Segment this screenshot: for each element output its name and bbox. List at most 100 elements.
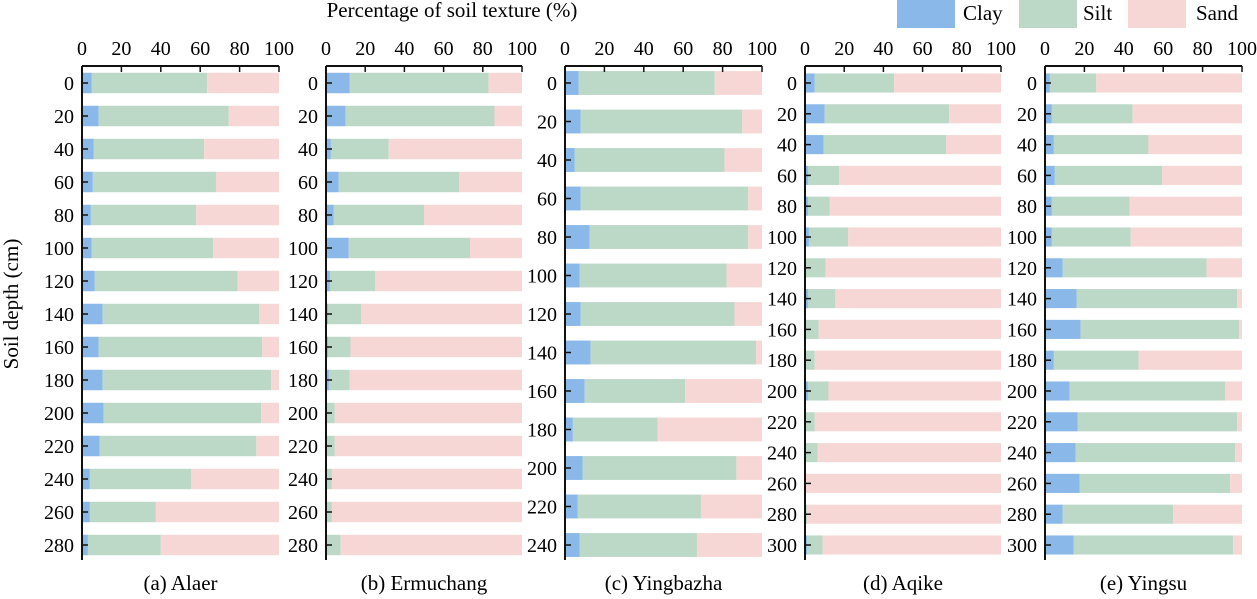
bar-sand: [349, 369, 522, 391]
bar-clay: [1045, 289, 1077, 309]
bar-silt: [580, 186, 749, 211]
bar-clay: [565, 533, 580, 557]
y-tick-label: 100: [527, 266, 557, 288]
bar-sand: [946, 135, 1001, 155]
bar-silt: [582, 456, 737, 480]
bar-sand: [256, 435, 279, 457]
bar-silt: [348, 237, 471, 259]
x-tick-label: 100: [264, 38, 294, 60]
y-tick-label: 0: [308, 73, 318, 95]
x-tick-label: 100: [747, 38, 777, 60]
bar-sand: [734, 302, 762, 326]
bar-silt: [103, 402, 262, 424]
bar-clay: [565, 494, 578, 519]
bar-silt: [90, 204, 197, 226]
y-tick-label: 0: [64, 73, 74, 95]
bar-silt: [1075, 443, 1236, 463]
y-tick-label: 60: [537, 189, 557, 211]
y-tick-label: 220: [767, 412, 797, 434]
panel-label: (a) Alaer: [143, 571, 217, 595]
y-tick-label: 120: [288, 271, 318, 293]
bar-silt: [807, 381, 829, 401]
bar-silt: [824, 104, 950, 124]
bar-clay: [82, 435, 100, 457]
bar-silt: [1049, 73, 1097, 93]
x-tick-label: 40: [1114, 38, 1134, 60]
y-tick-label: 40: [54, 139, 74, 161]
y-tick-label: 20: [1017, 104, 1037, 126]
bar-silt: [1054, 165, 1163, 185]
bar-sand: [828, 381, 1001, 401]
bar-clay: [805, 104, 825, 124]
bar-sand: [1233, 535, 1242, 555]
bar-sand: [814, 412, 1001, 432]
bar-silt: [1053, 350, 1139, 370]
bar-silt: [807, 196, 830, 216]
y-tick-label: 120: [44, 271, 74, 293]
bar-sand: [1096, 73, 1242, 93]
panels: 0204060801001201401601802002202402602800…: [44, 38, 1257, 595]
y-tick-label: 180: [527, 420, 557, 442]
y-tick-label: 240: [44, 469, 74, 491]
bar-clay: [565, 186, 581, 211]
bar-silt: [590, 340, 757, 365]
y-tick-label: 260: [1007, 473, 1037, 495]
x-tick-label: 100: [507, 38, 537, 60]
bar-silt: [808, 227, 849, 247]
bar-silt: [805, 443, 818, 463]
bar-clay: [565, 456, 583, 480]
bar-sand: [1225, 381, 1242, 401]
bar-silt: [338, 171, 460, 193]
bar-clay: [1045, 412, 1078, 432]
bar-sand: [1130, 227, 1242, 247]
bar-silt: [574, 148, 725, 172]
panel-label: (d) Aqike: [863, 571, 943, 595]
legend-label-clay: Clay: [963, 1, 1003, 25]
bar-silt: [572, 417, 658, 442]
bar-sand: [375, 270, 522, 292]
panel-1: 0 20 40 60 80 100 120 140 160 180 200 220 240 260 280 0…: [44, 38, 294, 595]
x-tick-label: 0: [321, 38, 331, 60]
bar-sand: [388, 138, 522, 160]
y-tick-label: 20: [537, 112, 557, 134]
bar-sand: [822, 535, 1001, 555]
bar-sand: [155, 501, 279, 523]
y-tick-label: 140: [527, 343, 557, 365]
bar-sand: [1237, 412, 1242, 432]
y-tick-label: 60: [777, 165, 797, 187]
bar-silt: [577, 494, 701, 519]
bar-sand: [331, 468, 522, 490]
bar-sand: [196, 204, 279, 226]
bar-sand: [488, 72, 522, 94]
x-tick-label: 100: [986, 38, 1016, 60]
legend: Clay Silt Sand: [897, 0, 1239, 28]
bar-sand: [424, 204, 522, 226]
bar-sand: [1230, 473, 1242, 493]
x-tick-label: 20: [355, 38, 375, 60]
y-tick-label: 120: [1007, 258, 1037, 280]
x-tick-label: 0: [1040, 38, 1050, 60]
bar-silt: [89, 468, 192, 490]
bar-clay: [82, 336, 99, 358]
x-tick-label: 40: [873, 38, 893, 60]
y-tick-label: 0: [547, 73, 557, 95]
bar-sand: [835, 289, 1001, 309]
x-tick-label: 80: [473, 38, 493, 60]
y-tick-label: 100: [1007, 227, 1037, 249]
bar-silt: [91, 72, 208, 94]
y-tick-label: 40: [777, 135, 797, 157]
panel-2: 0 20 40 60 80 100 120 140 160 180 200 220 240 260 280 0…: [288, 38, 537, 595]
bar-sand: [806, 504, 1001, 524]
bar-silt: [91, 237, 214, 259]
bar-clay: [565, 263, 580, 288]
bar-silt: [1053, 135, 1149, 155]
bar-sand: [494, 105, 522, 127]
bar-sand: [949, 104, 1001, 124]
bar-silt: [330, 138, 389, 160]
bar-silt: [87, 534, 161, 556]
panel-4: 0204060801001201401601802002202402602803…: [767, 38, 1016, 595]
bar-clay: [565, 379, 585, 403]
bar-sand: [1239, 319, 1242, 339]
y-tick-label: 100: [288, 238, 318, 260]
bar-clay: [565, 340, 591, 365]
